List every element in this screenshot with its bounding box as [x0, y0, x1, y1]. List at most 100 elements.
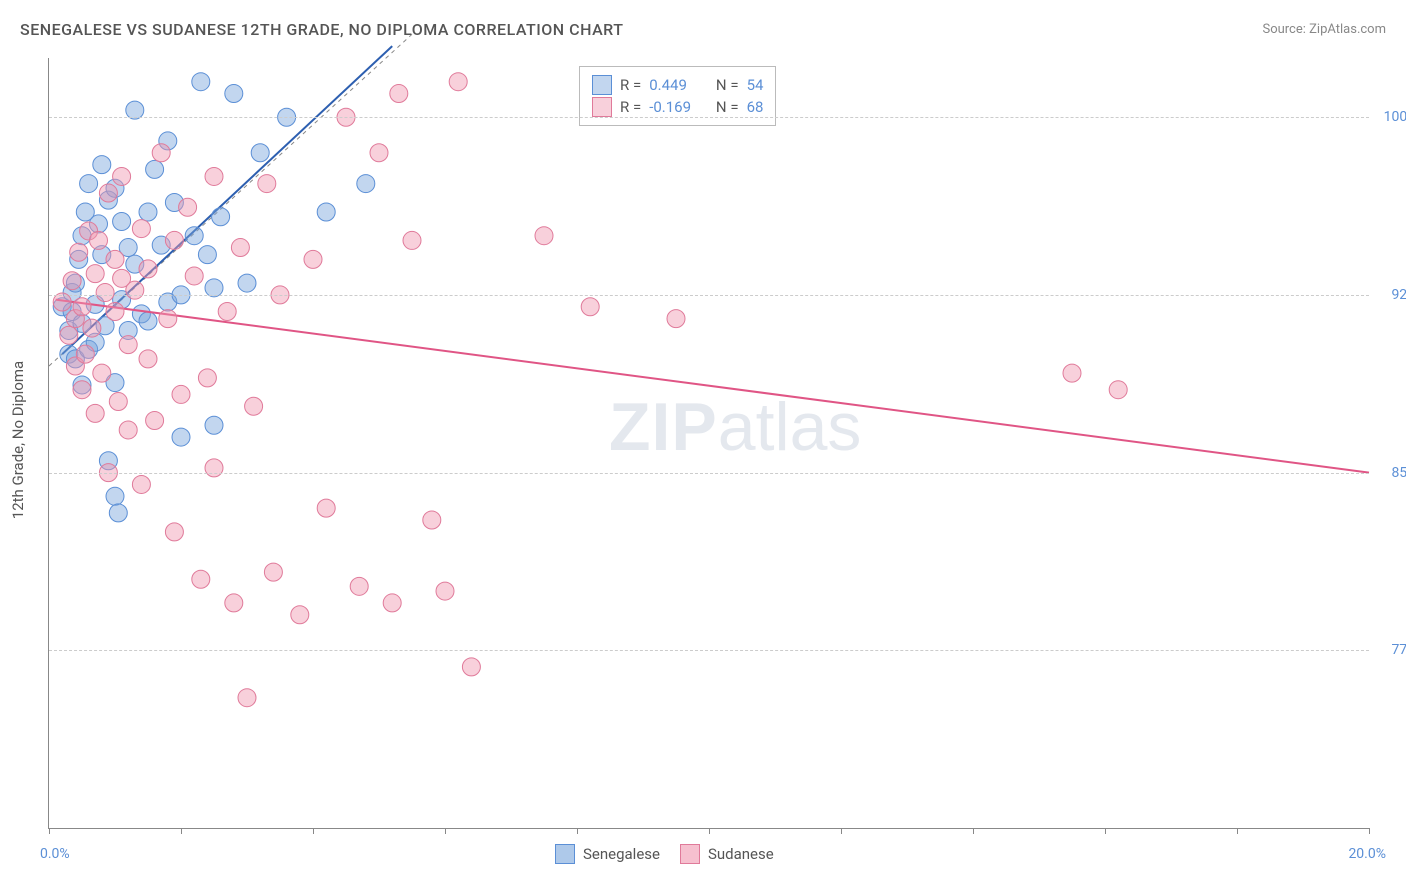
data-point [192, 570, 210, 588]
data-point [205, 416, 223, 434]
data-point [357, 175, 375, 193]
legend-row: R = -0.169 N = 68 [592, 97, 763, 117]
data-point [139, 203, 157, 221]
data-point [63, 272, 81, 290]
data-point [165, 231, 183, 249]
bottom-legend: Senegalese Sudanese [555, 842, 774, 866]
data-point [251, 144, 269, 162]
data-point [76, 345, 94, 363]
x-tick [445, 828, 446, 834]
data-point [172, 385, 190, 403]
legend-r-value: -0.169 [649, 98, 704, 116]
data-point [304, 250, 322, 268]
data-point [83, 319, 101, 337]
data-point [291, 606, 309, 624]
legend-swatch [555, 844, 575, 864]
x-tick [49, 828, 50, 834]
data-point [86, 265, 104, 283]
x-tick [1369, 828, 1370, 834]
data-point [535, 227, 553, 245]
gridline [49, 295, 1369, 296]
data-point [317, 499, 335, 517]
legend-row: R =0.449 N =54 [592, 75, 763, 95]
data-point [370, 144, 388, 162]
data-point [132, 220, 150, 238]
y-tick-label: 77.5% [1374, 642, 1406, 658]
data-point [185, 267, 203, 285]
data-point [264, 563, 282, 581]
data-point [225, 594, 243, 612]
data-point [225, 85, 243, 103]
data-point [317, 203, 335, 221]
data-point [70, 243, 88, 261]
data-point [99, 184, 117, 202]
data-point [1063, 364, 1081, 382]
legend-label: Sudanese [708, 845, 774, 863]
data-point [106, 487, 124, 505]
y-tick-label: 100.0% [1374, 109, 1406, 125]
data-point [212, 208, 230, 226]
legend-r-label: R = [620, 98, 641, 116]
data-point [106, 303, 124, 321]
data-point [165, 523, 183, 541]
data-point [403, 231, 421, 249]
legend-swatch [680, 844, 700, 864]
data-point [449, 73, 467, 91]
gridline [49, 117, 1369, 118]
data-point [90, 231, 108, 249]
gridline [49, 473, 1369, 474]
data-point [60, 326, 78, 344]
data-point [231, 239, 249, 257]
data-point [179, 198, 197, 216]
data-point [139, 350, 157, 368]
x-tick [577, 828, 578, 834]
x-tick [313, 828, 314, 834]
x-tick [1237, 828, 1238, 834]
legend-swatch [592, 97, 612, 117]
data-point [1109, 381, 1127, 399]
legend-n-value: 68 [747, 98, 764, 116]
data-point [93, 364, 111, 382]
data-point [436, 582, 454, 600]
data-point [139, 312, 157, 330]
data-point [126, 281, 144, 299]
x-axis-start-label: 0.0% [40, 846, 70, 862]
data-point [423, 511, 441, 529]
x-tick [973, 828, 974, 834]
y-tick-label: 92.5% [1374, 287, 1406, 303]
data-point [205, 459, 223, 477]
legend-n-label: N = [712, 76, 738, 94]
legend-n-value: 54 [747, 76, 764, 94]
bottom-legend-item: Sudanese [680, 844, 774, 864]
chart-svg [49, 58, 1369, 828]
data-point [198, 246, 216, 264]
plot-area: ZIPatlas R =0.449 N =54R =-0.169 N =68 7… [48, 58, 1369, 829]
source-attribution: Source: ZipAtlas.com [1262, 22, 1386, 37]
data-point [146, 411, 164, 429]
data-point [185, 227, 203, 245]
legend-swatch [592, 75, 612, 95]
data-point [152, 144, 170, 162]
y-axis-label: 12th Grade, No Diploma [9, 361, 27, 519]
data-point [119, 421, 137, 439]
data-point [146, 160, 164, 178]
data-point [106, 250, 124, 268]
data-point [462, 658, 480, 676]
data-point [350, 577, 368, 595]
legend-n-label: N = [712, 98, 738, 116]
x-tick [1105, 828, 1106, 834]
y-tick-label: 85.0% [1374, 465, 1406, 481]
data-point [113, 212, 131, 230]
data-point [192, 73, 210, 91]
data-point [390, 85, 408, 103]
data-point [159, 310, 177, 328]
data-point [86, 404, 104, 422]
x-tick [181, 828, 182, 834]
data-point [218, 303, 236, 321]
legend-label: Senegalese [583, 845, 660, 863]
gridline [49, 650, 1369, 651]
bottom-legend-item: Senegalese [555, 844, 660, 864]
x-axis-end-label: 20.0% [1348, 846, 1386, 862]
legend-r-value: 0.449 [649, 76, 704, 94]
data-point [73, 298, 91, 316]
